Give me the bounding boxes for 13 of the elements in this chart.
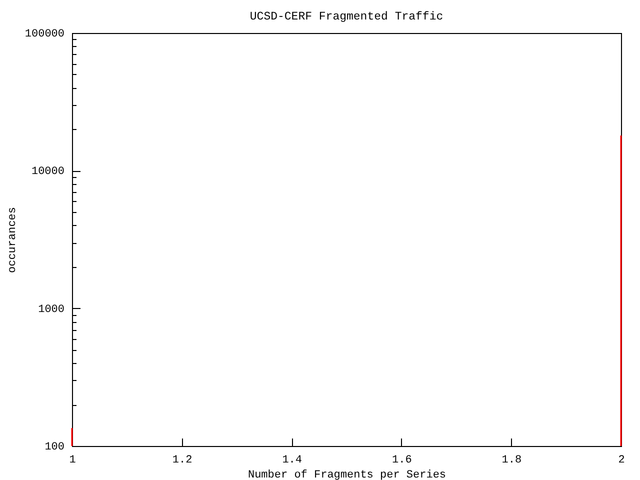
y-tick-label: 10000 xyxy=(31,166,64,178)
x-tick-label: 1.2 xyxy=(172,454,192,466)
x-tick-label: 1.8 xyxy=(502,454,522,466)
x-axis-title: Number of Fragments per Series xyxy=(248,470,446,480)
y-tick-label: 100000 xyxy=(24,28,64,40)
x-tick-label: 1.4 xyxy=(282,454,302,466)
y-tick-label: 100 xyxy=(44,442,64,454)
y-axis-title: occurances xyxy=(6,206,19,274)
y-tick-label: 1000 xyxy=(38,304,64,316)
x-tick-label: 2 xyxy=(618,454,625,466)
x-tick-label: 1.6 xyxy=(392,454,412,466)
x-tick-label: 1 xyxy=(69,454,76,466)
chart-title: UCSD-CERF Fragmented Traffic xyxy=(250,10,444,24)
